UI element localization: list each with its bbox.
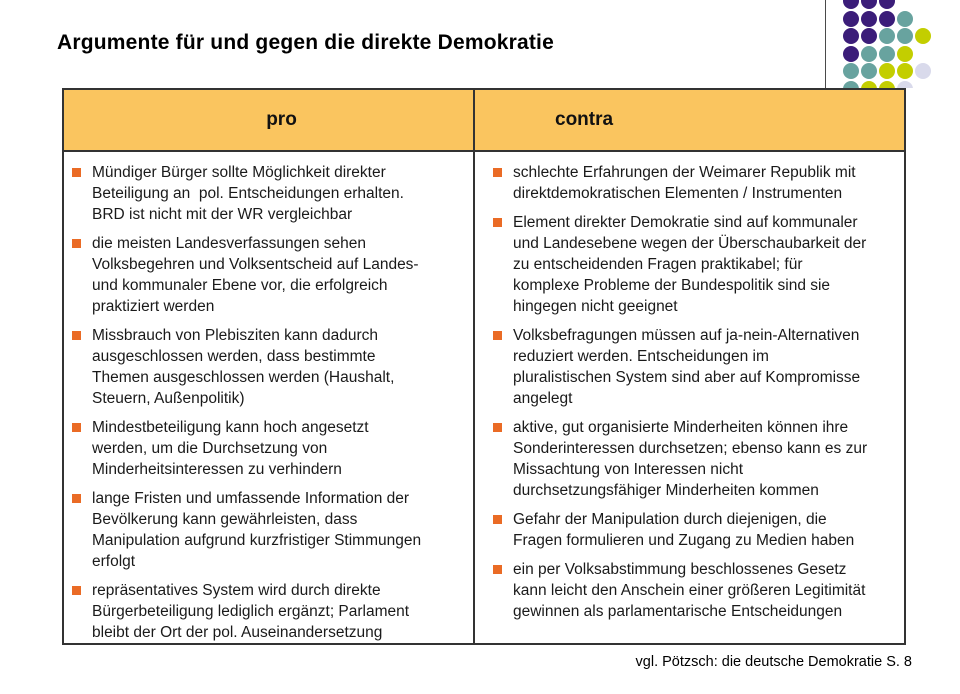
dot-row: [843, 80, 933, 89]
bullet-item: repräsentatives System wird durch direkt…: [72, 580, 467, 643]
bullet-text: Volksbefragungen müssen auf ja-nein-Alte…: [513, 327, 861, 407]
bullet-square-icon: [72, 239, 81, 248]
bullet-text: Gefahr der Manipulation durch diejenigen…: [513, 511, 855, 549]
corner-decoration: [0, 0, 960, 88]
bullet-square-icon: [493, 423, 502, 432]
dot-icon: [861, 63, 877, 79]
bullet-item: die meisten Landesverfassungen sehen Vol…: [72, 233, 467, 317]
bullet-square-icon: [72, 168, 81, 177]
dot-icon: [843, 0, 859, 9]
dot-icon: [861, 45, 877, 62]
pro-column: Mündiger Bürger sollte Möglichkeit direk…: [64, 152, 475, 643]
dot-icon: [897, 45, 913, 62]
bullet-text: aktive, gut organisierte Minderheiten kö…: [513, 419, 868, 499]
bullet-square-icon: [493, 331, 502, 340]
source-citation: vgl. Pötzsch: die deutsche Demokratie S.…: [635, 654, 912, 670]
contra-column: schlechte Erfahrungen der Weimarer Repub…: [475, 152, 904, 643]
dot-icon: [915, 28, 931, 44]
dot-placeholder: [915, 46, 931, 62]
bullet-square-icon: [72, 586, 81, 595]
bullet-text: Mindestbeteiligung kann hoch angesetzt w…: [92, 419, 369, 478]
bullet-text: Mündiger Bürger sollte Möglichkeit direk…: [92, 164, 404, 223]
dot-icon: [879, 10, 895, 27]
dot-placeholder: [915, 81, 931, 89]
dot-placeholder: [915, 0, 931, 9]
bullet-square-icon: [72, 494, 81, 503]
bullet-text: die meisten Landesverfassungen sehen Vol…: [92, 235, 419, 315]
dot-icon: [861, 0, 877, 9]
bullet-text: schlechte Erfahrungen der Weimarer Repub…: [513, 164, 856, 202]
bullet-text: Element direkter Demokratie sind auf kom…: [513, 214, 867, 315]
bullet-item: ein per Volksabstimmung beschlossenes Ge…: [493, 559, 900, 622]
table-header-pro: pro: [64, 90, 475, 150]
table-header-row: pro contra: [64, 90, 904, 152]
dot-icon: [897, 10, 913, 27]
bullet-text: ein per Volksabstimmung beschlossenes Ge…: [513, 561, 866, 620]
dot-row: [843, 0, 933, 11]
bullet-square-icon: [493, 515, 502, 524]
dot-row: [843, 28, 933, 46]
dot-icon: [843, 45, 859, 62]
dot-icon: [861, 28, 877, 44]
bullet-square-icon: [72, 423, 81, 432]
bullet-square-icon: [493, 565, 502, 574]
dot-icon: [843, 63, 859, 79]
dot-icon: [897, 28, 913, 44]
dot-icon: [897, 80, 913, 88]
dot-icon: [861, 80, 877, 88]
dot-row: [843, 45, 933, 64]
bullet-text: Missbrauch von Plebisziten kann dadurch …: [92, 327, 395, 407]
bullet-square-icon: [493, 168, 502, 177]
pro-contra-table: pro contra Mündiger Bürger sollte Möglic…: [62, 88, 906, 645]
dot-placeholder: [897, 0, 913, 9]
bullet-item: Volksbefragungen müssen auf ja-nein-Alte…: [493, 325, 900, 409]
dot-icon: [897, 63, 913, 79]
dot-icon: [843, 10, 859, 27]
dot-icon: [843, 80, 859, 88]
dot-placeholder: [915, 11, 931, 27]
dot-icon: [879, 63, 895, 79]
bullet-square-icon: [72, 331, 81, 340]
bullet-item: Gefahr der Manipulation durch diejenigen…: [493, 509, 900, 551]
dot-row: [843, 63, 933, 81]
dot-icon: [879, 28, 895, 44]
dot-icon: [879, 45, 895, 62]
page-title: Argumente für und gegen die direkte Demo…: [57, 31, 554, 54]
table-header-contra: contra: [555, 109, 614, 130]
bullet-item: Mündiger Bürger sollte Möglichkeit direk…: [72, 162, 467, 225]
table-body: Mündiger Bürger sollte Möglichkeit direk…: [64, 152, 904, 643]
bullet-text: lange Fristen und umfassende Information…: [92, 490, 422, 570]
bullet-item: schlechte Erfahrungen der Weimarer Repub…: [493, 162, 900, 204]
dot-icon: [879, 0, 895, 9]
dot-row: [843, 10, 933, 29]
dot-icon: [843, 28, 859, 44]
dot-pattern-decoration: [843, 0, 933, 88]
accent-vertical-line: [825, 0, 826, 88]
bullet-item: aktive, gut organisierte Minderheiten kö…: [493, 417, 900, 501]
dot-icon: [879, 80, 895, 88]
bullet-text: repräsentatives System wird durch direkt…: [92, 582, 410, 641]
dot-icon: [861, 10, 877, 27]
dot-icon: [915, 63, 931, 79]
bullet-square-icon: [493, 218, 502, 227]
bullet-item: Element direkter Demokratie sind auf kom…: [493, 212, 900, 317]
bullet-item: Missbrauch von Plebisziten kann dadurch …: [72, 325, 467, 409]
bullet-item: Mindestbeteiligung kann hoch angesetzt w…: [72, 417, 467, 480]
bullet-item: lange Fristen und umfassende Information…: [72, 488, 467, 572]
